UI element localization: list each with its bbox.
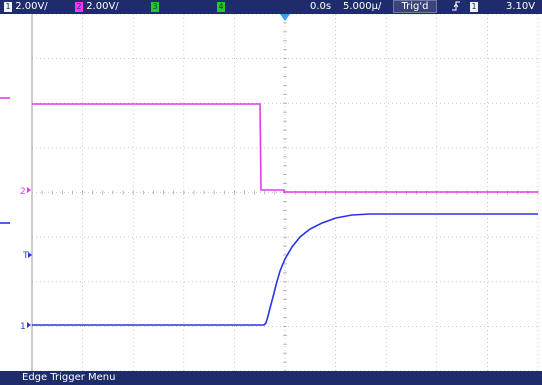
- waveform-display[interactable]: 2 T 1: [0, 13, 542, 372]
- ch2-scale: 2.00V/: [86, 1, 119, 12]
- ch2-waveform: [32, 103, 538, 193]
- trigger-status: Trig'd: [393, 0, 437, 13]
- trigger-source-number: 1: [470, 2, 478, 12]
- svg-text:2: 2: [20, 187, 26, 197]
- menu-title: Edge Trigger Menu: [22, 372, 116, 383]
- status-bar: 1 2.00V/ 2 2.00V/ 3 4 0.0s 5.000μ/ Trig'…: [0, 0, 542, 14]
- rising-edge-icon: [452, 0, 460, 17]
- ch4-indicator[interactable]: 4: [217, 0, 225, 14]
- ch1-ground-marker[interactable]: 1: [20, 322, 31, 332]
- svg-text:1: 1: [20, 322, 26, 332]
- ch1-number: 1: [4, 2, 12, 12]
- softkey-menu-bar[interactable]: Edge Trigger Menu: [0, 371, 542, 385]
- ch3-number: 3: [151, 2, 159, 12]
- time-position[interactable]: 0.0s: [310, 1, 332, 12]
- ch2-indicator[interactable]: 2 2.00V/: [75, 0, 119, 14]
- trigger-level[interactable]: 3.10V: [506, 1, 536, 12]
- svg-text:T: T: [22, 251, 29, 261]
- trigger-level-marker[interactable]: T: [22, 251, 32, 261]
- ch1-waveform: [32, 213, 538, 326]
- ch2-number: 2: [75, 2, 83, 12]
- waveform-graticule: 2 T 1: [0, 13, 542, 372]
- time-scale[interactable]: 5.000μ/: [343, 1, 382, 12]
- trigger-source[interactable]: 1: [470, 0, 478, 14]
- ch1-indicator[interactable]: 1 2.00V/: [4, 0, 48, 14]
- ch1-scale: 2.00V/: [15, 1, 48, 12]
- ch3-indicator[interactable]: 3: [151, 0, 159, 14]
- ch2-ground-marker[interactable]: 2: [20, 187, 31, 197]
- ch4-number: 4: [217, 2, 225, 12]
- trigger-position-marker: [280, 14, 290, 21]
